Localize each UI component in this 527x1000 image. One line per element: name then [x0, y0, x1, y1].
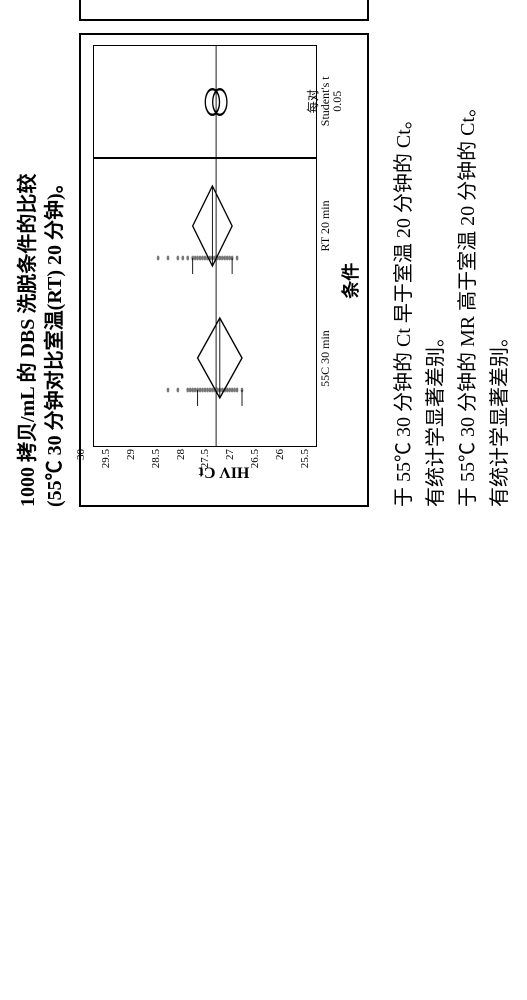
ytick-label: 26.5	[249, 449, 261, 479]
footer-text: 于 55℃ 30 分钟的 Ct 早于室温 20 分钟的 Ct。有统计学显著差别。…	[389, 0, 515, 507]
pair-label: 0.05	[330, 91, 345, 112]
footer-line: 于 55℃ 30 分钟的 Ct 早于室温 20 分钟的 Ct。	[389, 0, 419, 507]
charts-row: HIV Ct 25.52626.52727.52828.52929.530 条件…	[79, 0, 369, 507]
ytick-label: 25.5	[299, 449, 311, 479]
footer-line: 有统计学显著差别。	[421, 0, 451, 507]
chart-left-xlabel: 条件	[337, 263, 363, 299]
chart-left: HIV Ct 25.52626.52727.52828.52929.530 条件…	[79, 33, 369, 507]
figure-title: 1000 拷贝/mL 的 DBS 洗脱条件的比较 (55℃ 30 分钟对比室温(…	[15, 0, 69, 507]
ytick-label: 27.5	[199, 449, 211, 479]
ytick-label: 28	[175, 449, 187, 479]
ytick-label: 29.5	[100, 449, 112, 479]
xtick-label: RT 20 min	[318, 200, 333, 251]
title-line-1: 1000 拷贝/mL 的 DBS 洗脱条件的比较	[15, 0, 42, 507]
footer-line: 有统计学显著差别。	[485, 0, 515, 507]
title-line-2: (55℃ 30 分钟对比室温(RT) 20 分钟)。	[42, 0, 69, 507]
chart-left-yticks: 25.52626.52727.52828.52929.530	[93, 449, 317, 479]
ytick-label: 30	[75, 449, 87, 479]
ytick-label: 29	[125, 449, 137, 479]
chart-left-plot	[93, 45, 317, 447]
ytick-label: 26	[274, 449, 286, 479]
xtick-label: 55C 30 min	[318, 330, 333, 387]
ytick-label: 27	[224, 449, 236, 479]
ytick-label: 28.5	[150, 449, 162, 479]
footer-line: 于 55℃ 30 分钟的 MR 高于室温 20 分钟的 Ct。	[453, 0, 483, 507]
chart-right: HIV MR 0.050.10.150.20.25 条件 55C 30 minR…	[79, 0, 369, 21]
